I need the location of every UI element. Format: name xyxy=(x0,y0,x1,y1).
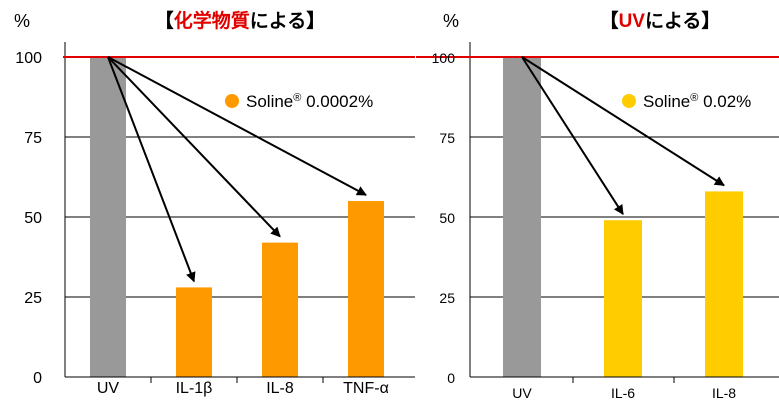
chart-title: 【UVによる】 xyxy=(600,9,721,32)
chemical-chart: 0 25 50 75 100% UV IL-1β IL-8 TNF-α 【化学物質による】 Soli… xyxy=(14,9,415,397)
bar-il-8 xyxy=(262,242,298,377)
y-tick-label: 100 xyxy=(432,50,456,66)
arrow xyxy=(521,56,624,216)
title-text: による】 xyxy=(645,9,720,32)
x-tick-label: IL-8 xyxy=(712,385,736,401)
chart-title: 【化学物質による】 xyxy=(155,9,325,32)
legend-registered-mark: ® xyxy=(690,92,698,104)
legend-text: 0.02% xyxy=(698,92,751,111)
y-tick-label: 0 xyxy=(447,370,455,386)
legend-registered-mark: ® xyxy=(293,92,301,104)
x-tick-label: UV xyxy=(512,385,532,401)
arrow xyxy=(107,56,367,196)
title-text: による】 xyxy=(250,9,325,32)
legend-swatch xyxy=(225,94,239,108)
x-tick-label: UV xyxy=(97,380,120,397)
legend-swatch xyxy=(622,94,636,108)
y-tick-label: 25 xyxy=(439,290,455,306)
y-tick-label: 50 xyxy=(24,210,42,227)
y-tick-label: 25 xyxy=(24,290,42,307)
x-tick-label: IL-8 xyxy=(266,380,294,397)
bar-il-6 xyxy=(604,220,642,377)
y-tick-label: 50 xyxy=(439,210,455,226)
title-text: 【 xyxy=(600,9,619,32)
bar-il-1- xyxy=(176,287,212,377)
title-highlight: 化学物質 xyxy=(174,9,250,32)
y-axis-label: % xyxy=(443,11,459,31)
y-tick-label: 75 xyxy=(24,130,42,147)
title-text: 【 xyxy=(155,9,174,32)
legend-text: 0.0002% xyxy=(301,92,373,111)
bar-il-8 xyxy=(705,191,743,377)
x-tick-label: IL-6 xyxy=(611,385,635,401)
legend-text: Soline xyxy=(246,92,293,111)
legend-label: Soline® 0.0002% xyxy=(246,92,373,111)
bar-uv xyxy=(503,57,541,377)
arrow xyxy=(107,56,281,238)
legend-label: Soline® 0.02% xyxy=(643,92,751,111)
y-tick-label: 75 xyxy=(439,130,455,146)
legend-text: Soline xyxy=(643,92,690,111)
x-tick-label: IL-1β xyxy=(176,380,213,397)
x-tick-label: TNF-α xyxy=(343,380,389,397)
y-tick-label: 100 xyxy=(15,50,42,67)
bar-tnf- xyxy=(348,201,384,377)
arrow xyxy=(521,56,725,187)
y-tick-label: 0 xyxy=(33,370,42,387)
title-highlight: UV xyxy=(619,11,646,32)
y-axis-label: % xyxy=(14,11,30,31)
arrow xyxy=(107,56,196,283)
bar-uv xyxy=(90,57,126,377)
